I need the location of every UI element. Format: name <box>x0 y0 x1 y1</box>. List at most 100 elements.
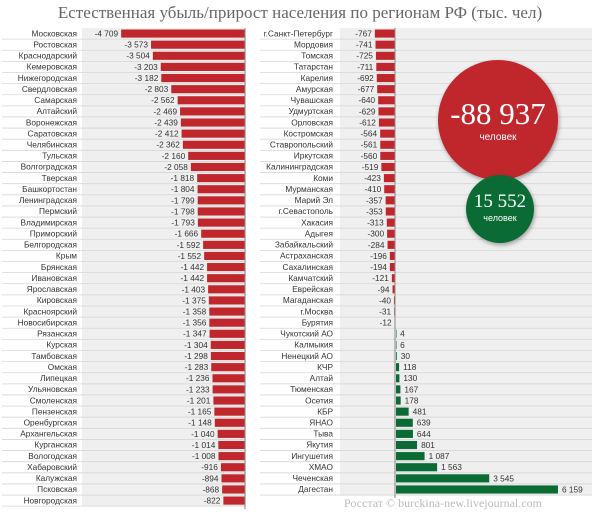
data-label: -2 562 <box>151 95 175 105</box>
data-label: -629 <box>359 106 376 116</box>
data-label: -2 412 <box>155 129 179 139</box>
bar <box>197 207 245 216</box>
bar <box>213 396 245 405</box>
data-label: 3 545 <box>493 473 514 483</box>
bar <box>197 174 245 183</box>
bar <box>190 162 245 172</box>
bar <box>201 229 245 238</box>
bar <box>380 151 395 160</box>
chart-title: Естественная убыль/прирост населения по … <box>57 3 543 22</box>
bar <box>209 307 245 316</box>
bar <box>181 129 245 138</box>
data-label: -1 798 <box>171 206 195 216</box>
data-label: 4 <box>400 329 405 339</box>
total-growth-unit: человек <box>483 213 517 223</box>
bar <box>378 118 395 127</box>
bar <box>396 396 401 405</box>
category-label: Удмуртская <box>288 106 333 116</box>
bar <box>197 196 245 205</box>
data-label: -300 <box>368 229 385 239</box>
bar <box>214 407 245 416</box>
data-label: -564 <box>361 129 378 139</box>
data-label: -868 <box>203 484 220 494</box>
category-label: Московская <box>32 28 78 38</box>
category-label: Осетия <box>305 395 333 405</box>
bar <box>396 351 397 361</box>
category-label: Рязанская <box>37 329 77 339</box>
category-label: Нижегородская <box>18 73 77 83</box>
category-label: Пензенская <box>32 406 77 416</box>
category-label: Коми <box>313 173 333 183</box>
category-label: Вологодская <box>28 451 77 461</box>
category-label: Орловская <box>291 117 333 127</box>
bar <box>384 185 395 194</box>
data-label: -561 <box>361 140 378 150</box>
category-label: Татарстан <box>294 62 333 72</box>
category-label: Ингушетия <box>291 451 333 461</box>
category-label: Сахалинская <box>283 262 334 272</box>
category-label: Ставропольский <box>270 140 333 150</box>
bar <box>197 185 245 194</box>
bar <box>222 485 245 494</box>
bar <box>389 263 395 272</box>
bar <box>160 62 245 71</box>
category-label: Астраханская <box>280 251 333 261</box>
data-label: -3 203 <box>134 62 158 72</box>
data-label: -3 182 <box>135 73 159 83</box>
category-label: Липецкая <box>40 373 77 383</box>
data-label: -1 233 <box>186 384 210 394</box>
category-label: ЯНАО <box>309 418 333 428</box>
bar <box>210 351 245 361</box>
bar <box>396 329 397 338</box>
category-label: Самарская <box>34 95 77 105</box>
category-label: Карелия <box>301 73 333 83</box>
data-label: 639 <box>417 418 431 428</box>
data-label: -741 <box>356 40 373 50</box>
data-label: -40 <box>379 295 391 305</box>
category-label: Свердловская <box>22 84 77 94</box>
data-label: -1 347 <box>183 329 207 339</box>
bar <box>386 218 395 227</box>
bar <box>209 318 245 327</box>
data-label: -1 040 <box>191 429 215 439</box>
data-label: -284 <box>368 240 385 250</box>
data-label: 30 <box>401 351 411 361</box>
bar <box>396 385 401 394</box>
category-label: Костромская <box>284 128 333 138</box>
total-decline-unit: человек <box>479 132 517 143</box>
bar <box>210 340 245 349</box>
data-label: -916 <box>201 462 218 472</box>
category-label: Краснодарский <box>19 51 78 61</box>
data-label: -1 358 <box>183 307 207 317</box>
data-label: -423 <box>364 173 381 183</box>
total-decline-badge: -88 937 человек <box>438 60 558 180</box>
bar <box>393 296 395 305</box>
bar <box>380 129 395 138</box>
category-label: Якутия <box>306 440 333 450</box>
data-label: -2 362 <box>156 140 180 150</box>
data-label: -1 799 <box>171 195 195 205</box>
bar <box>378 96 395 105</box>
data-label: -196 <box>370 251 387 261</box>
data-label: -612 <box>359 117 376 127</box>
bar <box>221 474 245 483</box>
category-label: Тыва <box>313 429 333 439</box>
data-label: 6 159 <box>562 484 583 494</box>
category-label: Амурская <box>296 84 333 94</box>
data-label: -357 <box>366 195 383 205</box>
data-label: -2 803 <box>145 84 169 94</box>
data-label: -3 573 <box>124 40 148 50</box>
category-label: Забайкальский <box>275 240 333 250</box>
data-label: -1 442 <box>181 273 205 283</box>
data-label: 644 <box>417 429 431 439</box>
category-label: Чеченская <box>293 473 333 483</box>
category-label: г.Москва <box>300 306 333 316</box>
category-label: Оренбургская <box>24 418 77 428</box>
bar <box>387 240 395 249</box>
bar <box>121 29 245 38</box>
category-label: Камчатский <box>288 273 333 283</box>
category-label: Крым <box>56 251 77 261</box>
data-label: -640 <box>359 95 376 105</box>
data-label: -725 <box>356 51 373 61</box>
category-label: Башкортостан <box>22 184 77 194</box>
